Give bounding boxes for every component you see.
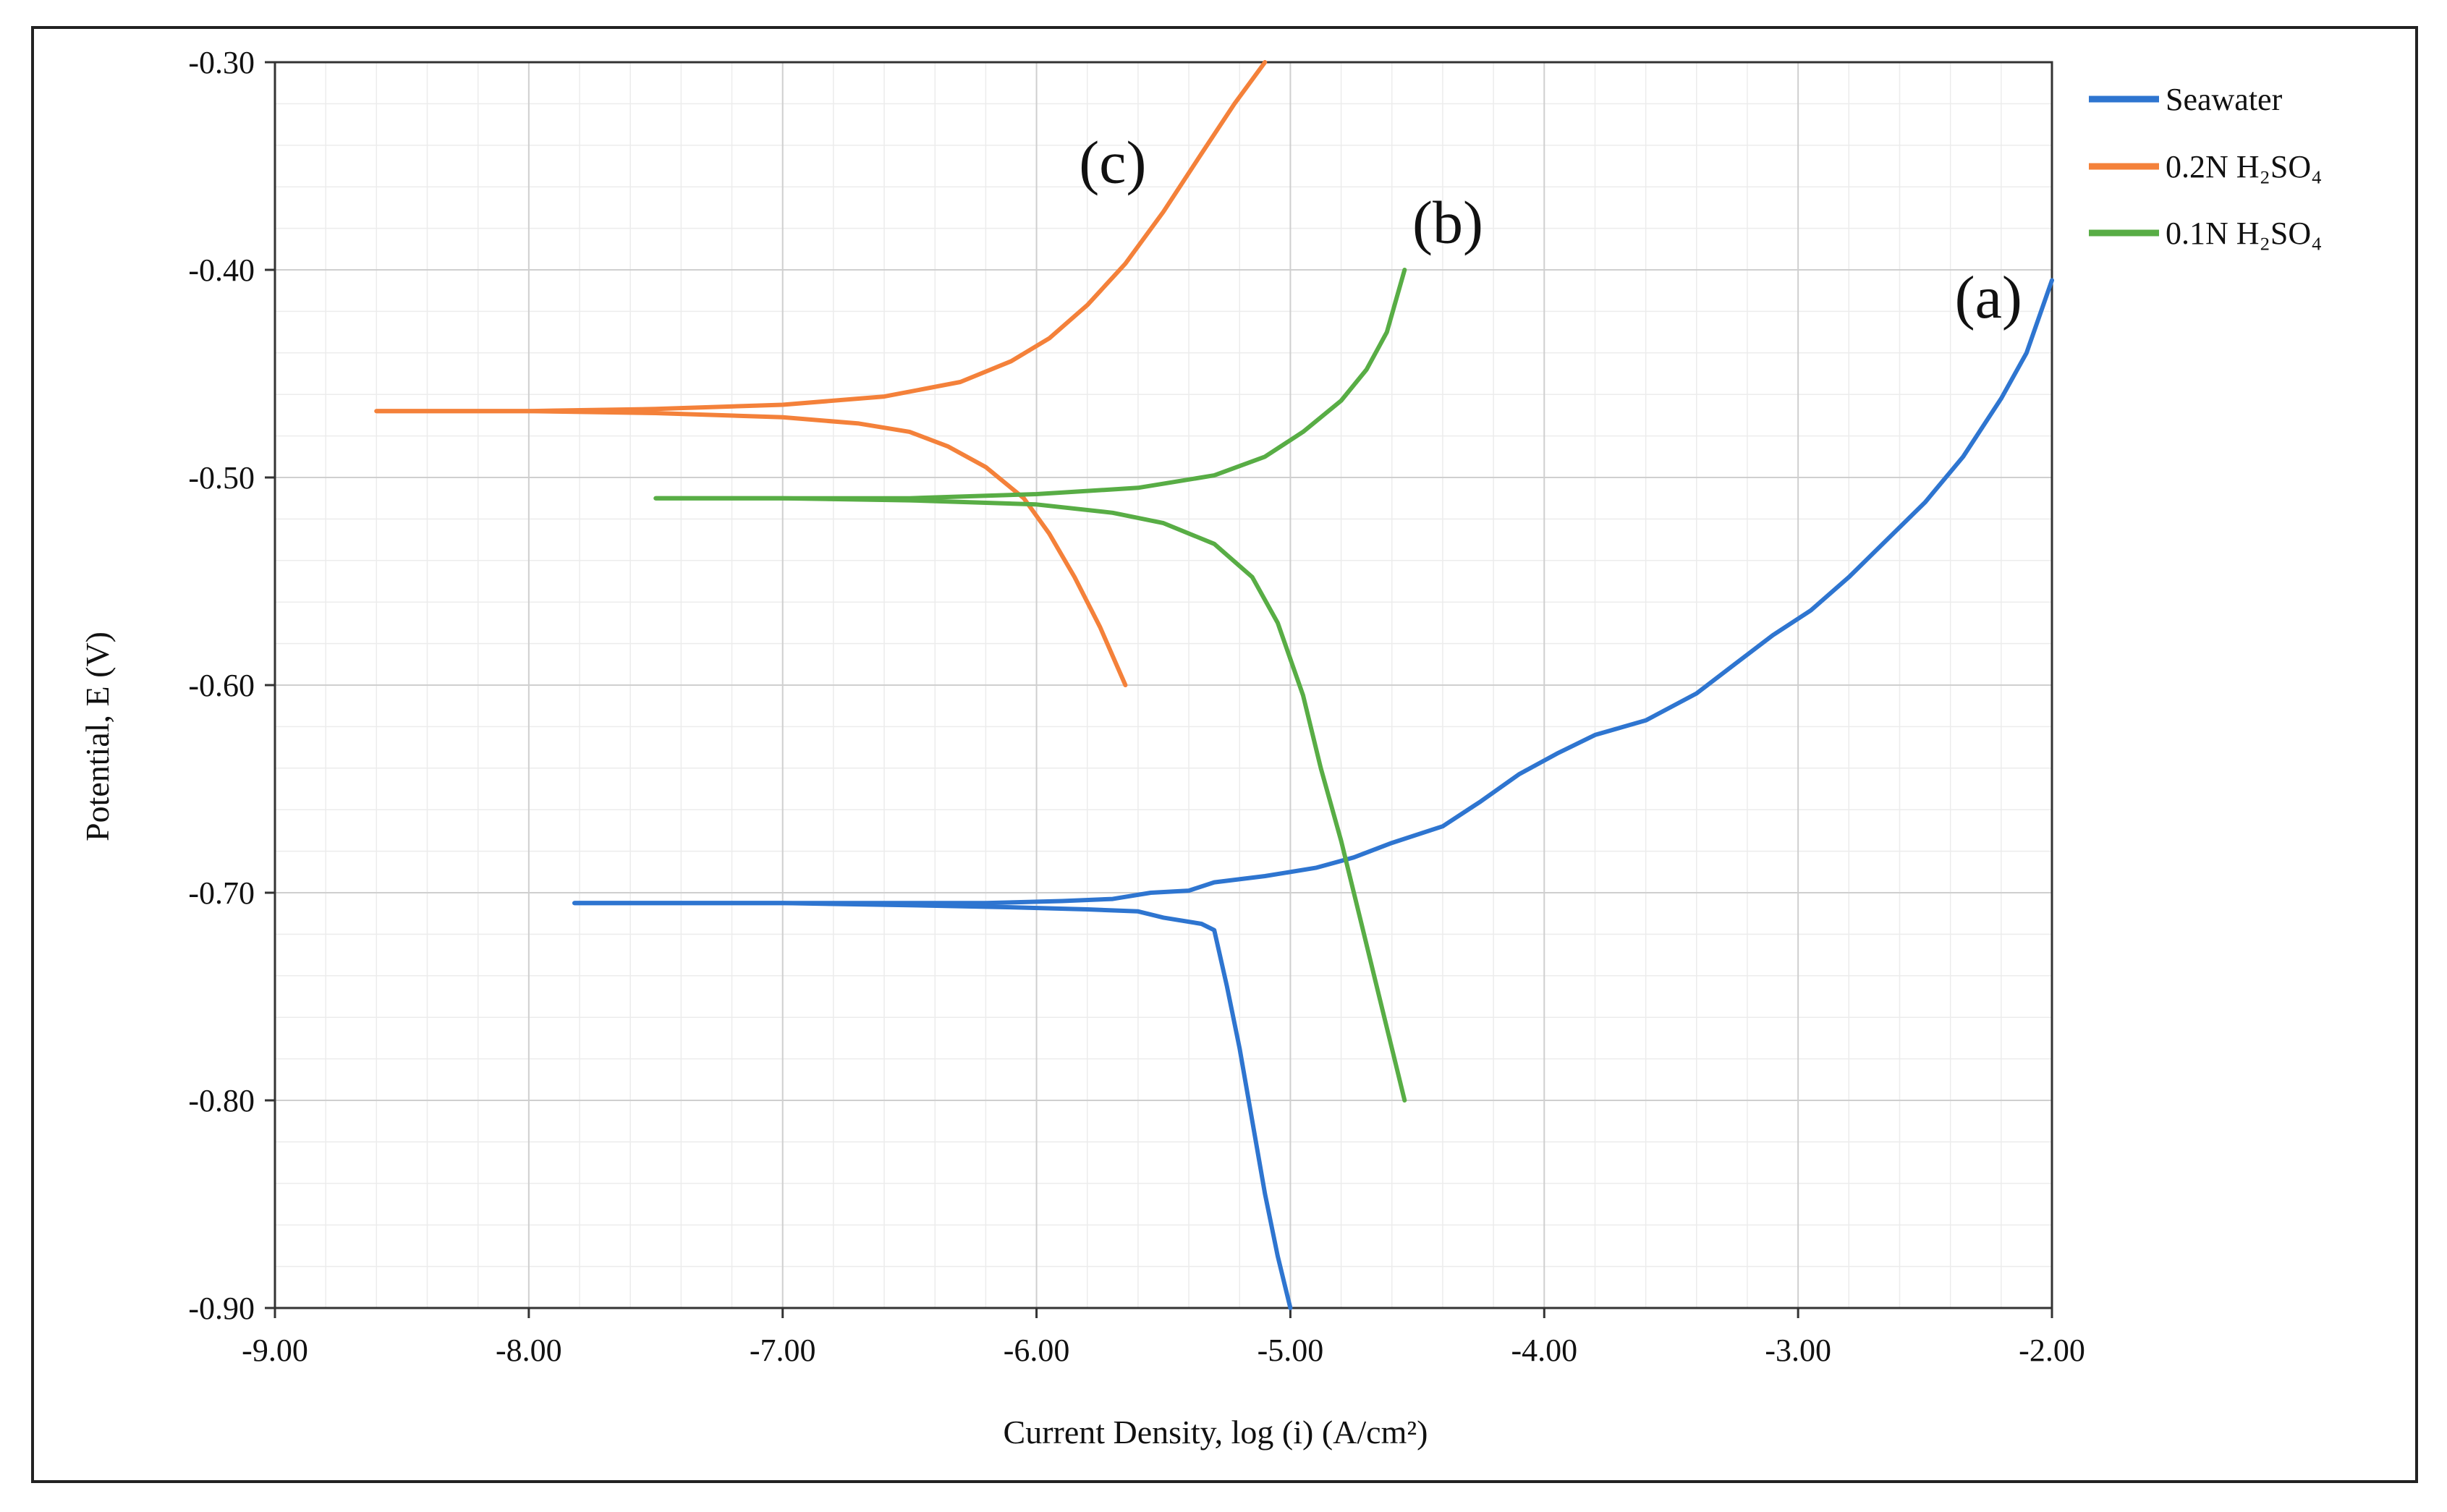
- series-seawater-anodic-branch: [572, 278, 2054, 906]
- curve-annotations: (a) (c) (b): [1079, 129, 2022, 331]
- y-tick-label: -0.30: [188, 45, 255, 80]
- series-seawater-cathodic-branch: [572, 901, 1293, 1310]
- x-tick-label: -8.00: [496, 1333, 562, 1368]
- x-tick-label: -4.00: [1511, 1333, 1577, 1368]
- y-tick-label: -0.70: [188, 875, 255, 911]
- y-tick-label: -0.90: [188, 1291, 255, 1326]
- x-tick-label: -3.00: [1765, 1333, 1831, 1368]
- x-axis-title: Current Density, log (i) (A/cm²): [1004, 1414, 1428, 1451]
- x-tick-label: -7.00: [750, 1333, 816, 1368]
- y-axis-title: Potential, E (V): [79, 632, 116, 841]
- x-tick-label: -5.00: [1258, 1333, 1324, 1368]
- series-0-1n-h-so-cathodic-branch: [653, 496, 1407, 1103]
- series-layer: [374, 60, 2054, 1310]
- y-tick-label: -0.50: [188, 460, 255, 496]
- legend-label-0-2n-h2so4: 0.2N H₂SO₄: [2166, 149, 2322, 184]
- legend-label-0-1n-h2so4: 0.1N H₂SO₄: [2166, 216, 2322, 251]
- series-0-2n-h-so-anodic-branch: [374, 60, 1268, 414]
- chart-outer-frame: [31, 26, 2418, 1483]
- annotation-c-label: (c): [1079, 129, 1146, 196]
- y-axis-ticks: -0.30 -0.40 -0.50 -0.60 -0.70 -0.80 -0.90: [188, 45, 275, 1326]
- x-axis-ticks: -9.00 -8.00 -7.00 -6.00 -5.00 -4.00 -3.00 -2.00: [242, 1308, 2085, 1368]
- x-tick-label: -2.00: [2019, 1333, 2085, 1368]
- y-tick-label: -0.80: [188, 1083, 255, 1118]
- series-0-2n-h-so-cathodic-branch: [374, 409, 1128, 687]
- x-tick-label: -9.00: [242, 1333, 308, 1368]
- y-tick-label: -0.40: [188, 252, 255, 288]
- annotation-b-label: (b): [1412, 190, 1483, 257]
- y-tick-label: -0.60: [188, 668, 255, 703]
- x-tick-label: -6.00: [1004, 1333, 1070, 1368]
- annotation-a-label: (a): [1955, 264, 2022, 331]
- legend-label-seawater: Seawater: [2166, 82, 2283, 117]
- legend: Seawater 0.2N H₂SO₄ 0.1N H₂SO₄: [2089, 82, 2322, 251]
